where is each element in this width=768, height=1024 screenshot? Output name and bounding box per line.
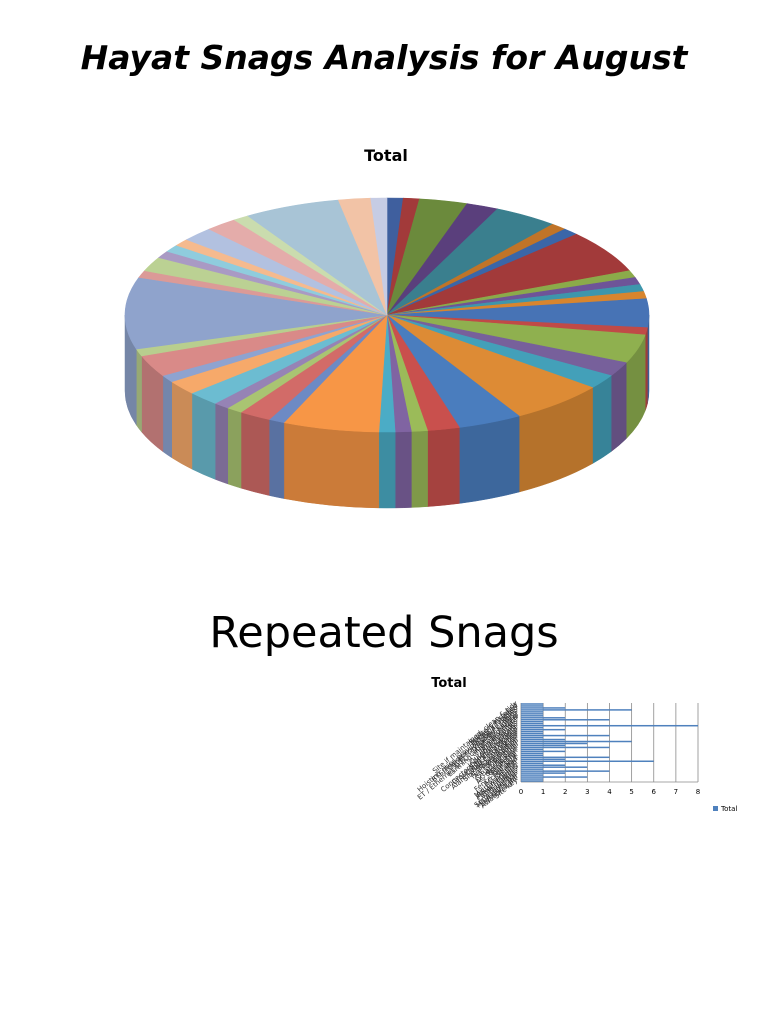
bar [521,758,566,761]
bar-tick-label: 3 [585,788,589,796]
bar-chart-title: Total [431,676,467,691]
bar [521,766,588,768]
bar-tick-label: 1 [541,788,545,796]
bar [521,772,566,774]
bar [521,703,544,705]
bar [521,756,610,759]
bar [521,726,544,729]
bar [521,770,610,772]
bar [521,732,544,735]
bar [521,742,588,745]
pie-slice [124,277,388,350]
bar [521,722,544,725]
bar [521,768,544,770]
bar [521,760,654,763]
slide-title: Hayat Snags Analysis for August [80,38,688,77]
section-title: Repeated Snags [209,608,559,658]
bar [521,744,566,747]
legend-label: Total [720,805,737,813]
pie-top [124,197,650,433]
bar [521,764,566,766]
bar [521,734,610,737]
pie-sides [124,314,650,509]
bar [521,752,544,755]
bar [521,754,544,757]
bar [521,762,544,764]
bar [521,705,544,707]
bar [521,780,544,782]
bar [521,748,544,751]
bar-tick-label: 0 [519,788,523,796]
bar [521,728,566,731]
bar-tick-label: 4 [607,788,612,796]
bar [521,709,632,711]
bar-tick-label: 7 [674,788,678,796]
bar-tick-label: 6 [652,788,657,796]
bar [521,713,544,715]
bar [521,746,610,749]
bar [521,776,588,778]
pie-chart-title: Total [364,146,408,165]
bar [521,738,566,741]
bar [521,721,544,723]
pie-slice [370,197,388,316]
bar [521,750,566,753]
bar-tick-label: 2 [563,788,567,796]
bar [521,711,544,713]
bar [521,724,698,727]
bar [521,774,544,776]
legend-swatch [713,806,718,811]
bar [521,719,610,721]
bar-tick-label: 8 [696,788,700,796]
bar [521,730,544,733]
bar [521,736,544,739]
bar [521,717,566,719]
bar [521,707,566,709]
bar-tick-label: 5 [629,788,633,796]
bar [521,715,544,717]
bar [521,740,632,743]
bar [521,778,544,780]
